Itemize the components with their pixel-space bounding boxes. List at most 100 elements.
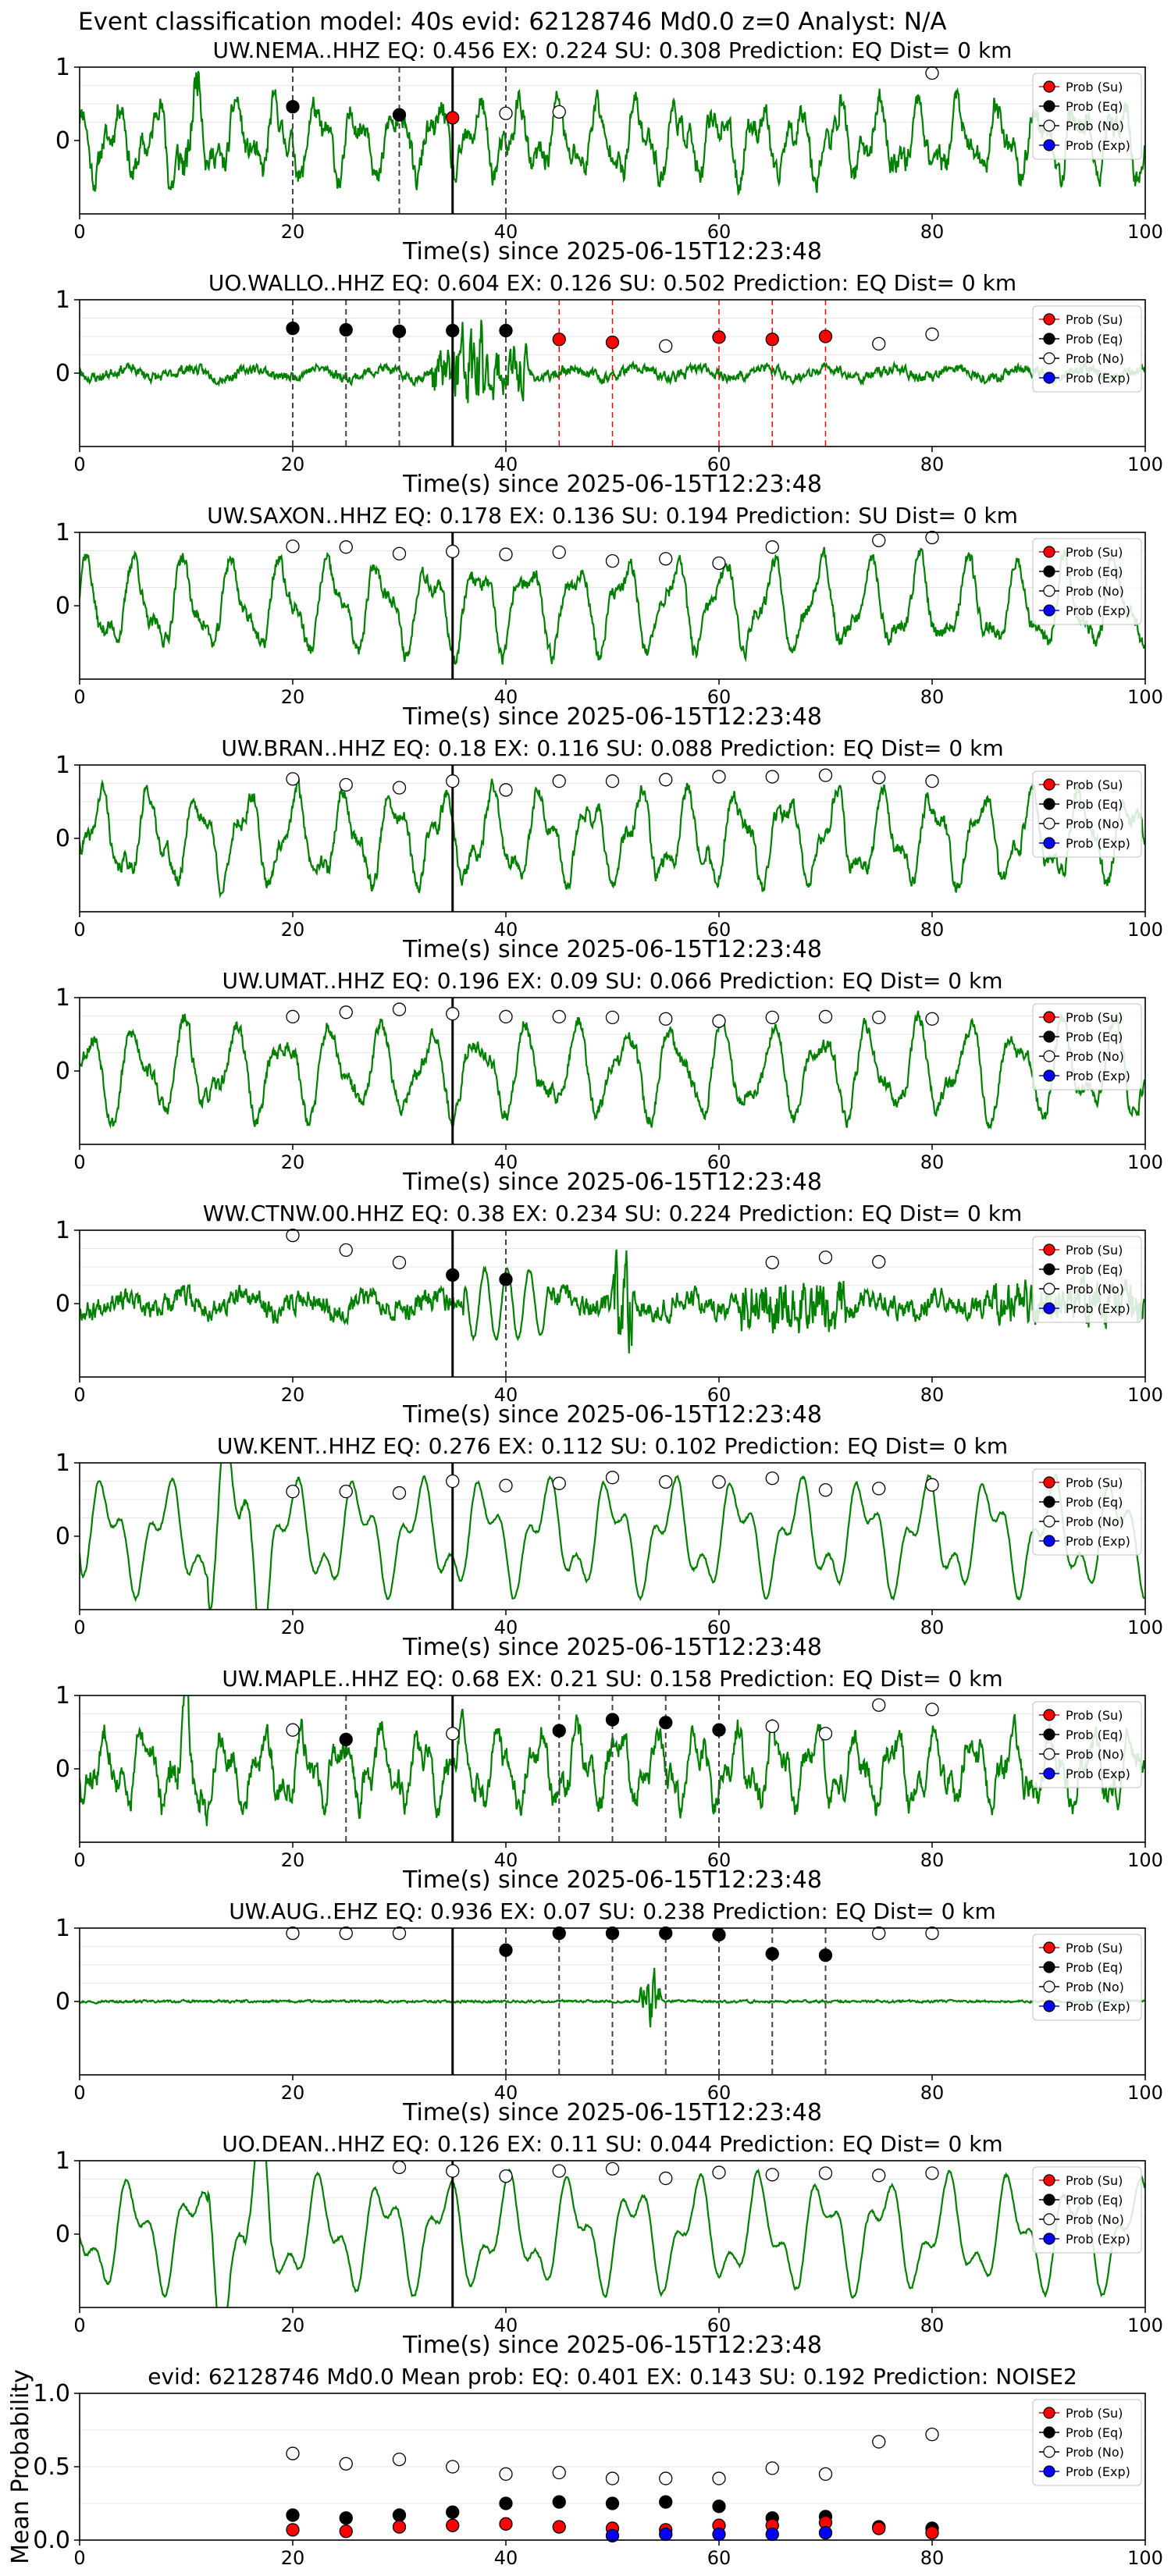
x-tick-label: 20 [281,1849,305,1871]
legend-label: Prob (No) [1066,2445,1124,2460]
legend-marker-no [1043,1050,1055,1062]
prob-point-su [392,2520,407,2534]
x-tick-label: 60 [707,919,731,941]
x-tick-label: 60 [707,1617,731,1638]
prob-point-no [872,1482,886,1496]
panel-9: UO.DEAN..HHZ EQ: 0.126 EX: 0.11 SU: 0.04… [55,2131,1163,2359]
prob-point-no [499,783,513,797]
panel-title: UW.AUG..EHZ EQ: 0.936 EX: 0.07 SU: 0.238… [229,1898,996,1924]
x-tick-label: 60 [707,1849,731,1871]
x-ticks: 0 20 40 60 80 100 [73,912,1163,941]
prob-point-su [605,335,620,350]
panel-title: UW.KENT..HHZ EQ: 0.276 EX: 0.112 SU: 0.1… [217,1433,1008,1459]
prob-point-exp [605,2528,620,2543]
waveform-line [80,546,1145,665]
legend-label: Prob (Eq) [1066,1030,1123,1044]
prob-point-no [872,336,886,351]
prob-point-no [392,2452,407,2467]
x-tick-label: 0 [73,2547,85,2569]
prob-point-su [818,329,833,343]
prob-point-no [499,2169,513,2183]
legend-label: Prob (Su) [1066,312,1123,327]
prob-point-no [446,2164,460,2178]
prob-point-eq [499,1943,513,1957]
legend: Prob (Su) Prob (Eq) Prob (No) Prob (Exp) [1032,2166,1142,2254]
x-tick-label: 0 [73,1617,85,1638]
x-tick-label: 40 [494,686,518,708]
x-tick-label: 80 [920,1849,945,1871]
panel-2: UW.SAXON..HHZ EQ: 0.178 EX: 0.136 SU: 0.… [55,503,1163,731]
x-axis-label: Time(s) since 2025-06-15T12:23:48 [402,1634,822,1661]
x-tick-label: 100 [1127,1617,1163,1638]
x-tick-label: 40 [494,2082,518,2104]
prob-point-no [712,556,726,571]
prob-point-eq [392,108,407,122]
y-tick-label: 0 [55,2221,70,2248]
prob-point-no [818,1009,833,1024]
legend-label: Prob (Eq) [1066,99,1123,114]
plot-area [80,1463,1145,1610]
prob-point-eq [552,2495,566,2509]
y-tick-label: 1 [55,1450,70,1477]
x-tick-label: 100 [1127,2314,1163,2336]
waveform-line [80,2161,1145,2307]
prob-point-eq [605,1926,620,1941]
prob-point-eq [446,323,460,338]
prob-point-no [925,774,939,788]
legend-label: Prob (Su) [1066,80,1123,94]
prob-point-eq [499,323,513,338]
legend-label: Prob (Eq) [1066,1262,1123,1277]
panel-3: UW.BRAN..HHZ EQ: 0.18 EX: 0.116 SU: 0.08… [55,735,1163,963]
panel-6: UW.KENT..HHZ EQ: 0.276 EX: 0.112 SU: 0.1… [55,1433,1163,1661]
x-tick-label: 60 [707,2314,731,2336]
prob-point-no [605,554,620,568]
prob-point-no [446,544,460,559]
legend-box [1032,1934,1142,2021]
y-tick-label: 0 [55,592,70,620]
x-tick-label: 100 [1127,454,1163,475]
x-tick-label: 100 [1127,1849,1163,1871]
legend-marker-eq [1043,1728,1055,1741]
x-tick-label: 60 [707,1151,731,1173]
legend-marker-eq [1043,100,1055,112]
legend-box [1032,2399,1142,2486]
prob-point-su [872,2521,886,2535]
prob-point-no [446,774,460,788]
x-tick-label: 0 [73,1151,85,1173]
x-ticks: 0 20 40 60 80 100 [73,2075,1163,2104]
waveform-line [80,778,1145,899]
legend-box [1032,538,1142,625]
y-tick-label: 0.5 [33,2453,70,2481]
legend-marker-su [1043,313,1055,326]
prob-point-no [499,2467,513,2482]
y-tick-label: 0 [55,360,70,387]
legend-marker-exp [1043,372,1055,384]
legend-marker-exp [1043,1767,1055,1780]
y-ticks: 10 [55,2147,80,2248]
prob-point-no [552,1476,566,1490]
x-tick-label: 100 [1127,1151,1163,1173]
panel-0: UW.NEMA..HHZ EQ: 0.456 EX: 0.224 SU: 0.3… [55,37,1163,265]
panel-title: evid: 62128746 Md0.0 Mean prob: EQ: 0.40… [148,2364,1077,2389]
prob-point-no [925,1012,939,1026]
panel-title: UO.DEAN..HHZ EQ: 0.126 EX: 0.11 SU: 0.04… [222,2131,1002,2157]
legend-box [1032,1236,1142,1323]
waveform-line [80,1967,1145,2028]
x-tick-label: 60 [707,2082,731,2104]
prob-point-no [339,1005,353,1019]
prob-point-no [818,1483,833,1497]
legend-label: Prob (No) [1066,1747,1124,1762]
x-tick-label: 80 [920,919,945,941]
plot-content [80,998,1145,1144]
x-tick-label: 100 [1127,1384,1163,1406]
y-tick-label: 1 [55,2147,70,2175]
legend: Prob (Su) Prob (Eq) Prob (No) Prob (Exp) [1032,1236,1142,1323]
x-ticks: 0 20 40 60 80 100 [73,214,1163,243]
prob-point-no [339,777,353,792]
x-tick-label: 20 [281,454,305,475]
prob-point-no [925,327,939,341]
prob-point-eq [605,2496,620,2510]
plot-content [80,765,1145,912]
legend-box [1032,1701,1142,1788]
legend-marker-su [1043,1941,1055,1954]
